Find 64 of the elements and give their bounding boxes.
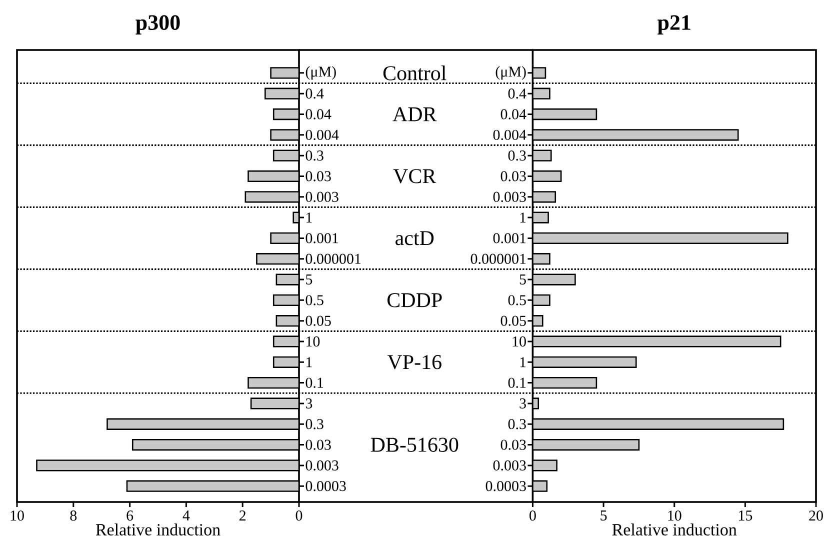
y-tick-label: 0.0003	[306, 481, 346, 492]
x-tick-label: 15	[739, 510, 752, 521]
text: VCR	[393, 169, 436, 184]
y-tick-label: 3	[306, 398, 312, 408]
y-tick-label: 3	[520, 398, 526, 408]
y-tick-label: 10	[306, 336, 320, 347]
y-tick-label: 1	[520, 357, 526, 368]
y-tick-label: 0.04	[500, 109, 526, 120]
y-tick-label: 0.03	[306, 440, 331, 450]
y-tick-label: 0.1	[508, 378, 526, 388]
x-tick-label: 20	[809, 510, 823, 521]
y-tick-label: 0.003	[493, 192, 526, 202]
x-tick-label: 5	[600, 510, 607, 520]
y-tick-label: 0.003	[493, 460, 526, 471]
y-tick-label: 0.3	[306, 419, 324, 430]
y-tick-label: 5	[306, 274, 312, 284]
y-tick-label: 0.04	[306, 109, 332, 120]
x-tick-label: 6	[126, 510, 134, 521]
y-tick-label: 0.000001	[470, 254, 526, 264]
y-tick-label: 0.5	[508, 295, 526, 306]
y-tick-label: 0.001	[493, 233, 526, 244]
y-tick-label: 0.0003	[486, 481, 526, 492]
y-tick-label: 0.03	[500, 440, 526, 450]
y-tick-label: 0.004	[493, 130, 526, 140]
x-tick-label: 10	[10, 510, 24, 521]
chart-title: p21	[658, 15, 690, 34]
y-tick-label: 0.05	[500, 316, 526, 326]
y-tick-label: 5	[520, 274, 526, 284]
y-tick-label: 1	[306, 357, 312, 368]
y-tick-label: 0.004	[306, 130, 339, 140]
chart-title: p300	[136, 15, 180, 34]
text: Control	[383, 66, 446, 80]
y-tick-label: 0.003	[306, 192, 338, 202]
text: CDDP	[387, 293, 442, 308]
y-tick-label: 0.5	[306, 295, 324, 306]
y-tick-label: 0.05	[306, 316, 331, 326]
x-tick-label: 4	[182, 510, 190, 520]
y-tick-label: 0.03	[306, 171, 331, 182]
y-tick-label: 0.000001	[306, 254, 361, 264]
y-tick-label: (μM)	[496, 66, 526, 80]
text: ADR	[392, 107, 437, 122]
x-tick-label: 2	[240, 510, 246, 520]
y-tick-label: 0.003	[306, 460, 338, 471]
x-tick-label: 10	[668, 510, 682, 521]
text: DB-51630	[370, 438, 458, 452]
x-tick-label: 0	[296, 510, 302, 521]
y-tick-label: 0.4	[306, 88, 324, 99]
y-tick-label: 1	[520, 212, 526, 222]
y-tick-label: 0.001	[306, 233, 338, 244]
y-tick-label: 0.3	[306, 150, 324, 161]
y-tick-label: 0.3	[508, 150, 526, 161]
y-tick-label: 0.3	[508, 419, 526, 430]
x-tick-label: 8	[70, 510, 77, 521]
y-tick-label: 10	[512, 336, 526, 347]
y-tick-label: 0.1	[306, 378, 324, 388]
y-tick-label: 0.03	[500, 171, 526, 182]
y-tick-label: 1	[306, 212, 312, 222]
y-tick-label: (μM)	[306, 66, 336, 80]
y-tick-label: 0.4	[508, 88, 526, 99]
x-axis-title: Relative induction	[96, 524, 220, 536]
text: VP-16	[387, 355, 442, 370]
text: actD	[396, 231, 434, 246]
x-tick-label: 0	[530, 510, 536, 521]
x-axis-title: Relative induction	[612, 524, 737, 536]
